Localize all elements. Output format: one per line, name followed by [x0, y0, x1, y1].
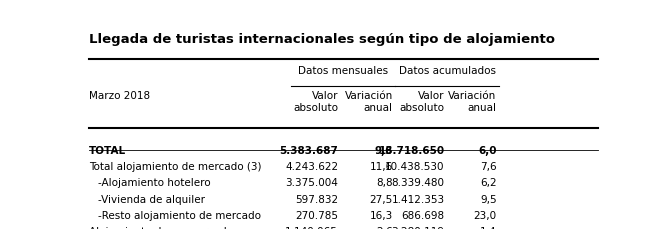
Text: TOTAL: TOTAL: [89, 146, 126, 156]
Text: Marzo 2018: Marzo 2018: [89, 91, 150, 101]
Text: 1.412.353: 1.412.353: [391, 195, 445, 205]
Text: 23,0: 23,0: [474, 211, 496, 221]
Text: 2,6: 2,6: [376, 227, 393, 229]
Text: 1,4: 1,4: [480, 227, 496, 229]
Text: Datos mensuales: Datos mensuales: [298, 66, 389, 76]
Text: Alojamiento de no mercado: Alojamiento de no mercado: [89, 227, 233, 229]
Text: 10.438.530: 10.438.530: [385, 162, 445, 172]
Text: Total alojamiento de mercado (3): Total alojamiento de mercado (3): [89, 162, 261, 172]
Text: 9,5: 9,5: [480, 195, 496, 205]
Text: 16,3: 16,3: [369, 211, 393, 221]
Text: 6,0: 6,0: [478, 146, 496, 156]
Text: 27,5: 27,5: [369, 195, 393, 205]
Text: 4.243.622: 4.243.622: [285, 162, 338, 172]
Text: 3.280.119: 3.280.119: [392, 227, 445, 229]
Text: -Alojamiento hotelero: -Alojamiento hotelero: [98, 178, 211, 188]
Text: 5.383.687: 5.383.687: [279, 146, 338, 156]
Text: 6,2: 6,2: [480, 178, 496, 188]
Text: Valor
absoluto: Valor absoluto: [293, 91, 338, 113]
Text: Valor
absoluto: Valor absoluto: [399, 91, 445, 113]
Text: Variación
anual: Variación anual: [448, 91, 496, 113]
Text: -Resto alojamiento de mercado: -Resto alojamiento de mercado: [98, 211, 261, 221]
Text: 686.698: 686.698: [401, 211, 445, 221]
Text: 8.339.480: 8.339.480: [392, 178, 445, 188]
Text: -Vivienda de alquiler: -Vivienda de alquiler: [98, 195, 205, 205]
Text: 11,6: 11,6: [369, 162, 393, 172]
Text: 1.140.065: 1.140.065: [285, 227, 338, 229]
Text: 9,6: 9,6: [375, 146, 393, 156]
Text: Llegada de turistas internacionales según tipo de alojamiento: Llegada de turistas internacionales segú…: [89, 33, 555, 46]
Text: 3.375.004: 3.375.004: [285, 178, 338, 188]
Text: 597.832: 597.832: [295, 195, 338, 205]
Text: 8,8: 8,8: [376, 178, 393, 188]
Text: 270.785: 270.785: [295, 211, 338, 221]
Text: 13.718.650: 13.718.650: [379, 146, 445, 156]
Text: Datos acumulados: Datos acumulados: [399, 66, 496, 76]
Text: 7,6: 7,6: [480, 162, 496, 172]
Text: Variación
anual: Variación anual: [344, 91, 393, 113]
